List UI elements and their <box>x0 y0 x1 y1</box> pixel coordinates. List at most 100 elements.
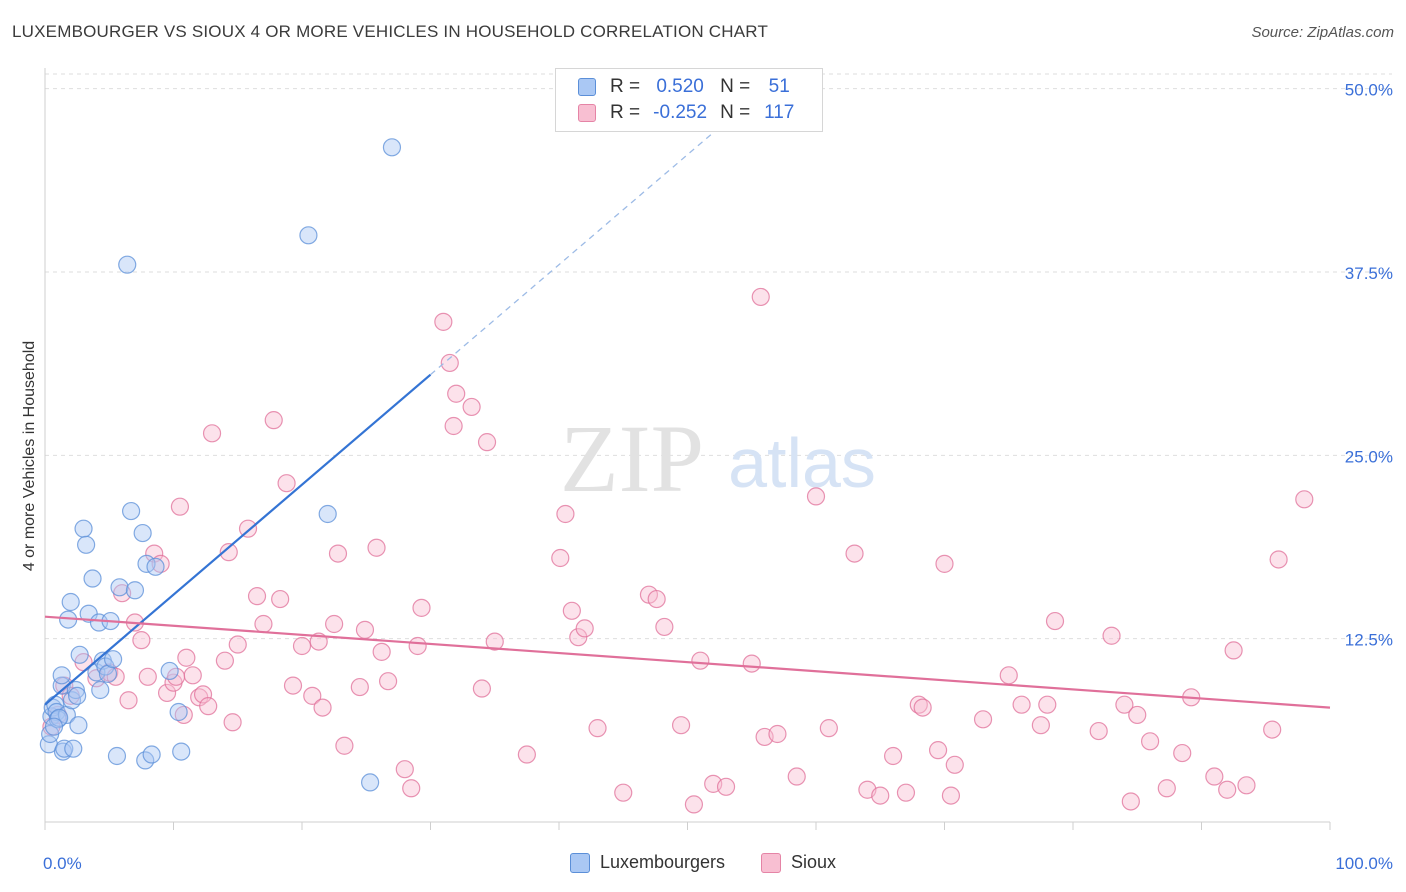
data-point <box>264 411 283 430</box>
data-point <box>440 353 459 373</box>
data-point <box>671 716 691 735</box>
data-point <box>254 614 273 634</box>
data-point <box>412 598 431 617</box>
data-point <box>1102 626 1121 645</box>
data-point <box>121 501 141 521</box>
x-tick-label-left: 0.0% <box>43 854 82 873</box>
data-point <box>215 651 234 670</box>
data-point <box>174 705 193 725</box>
data-point <box>999 666 1018 685</box>
legend-r-value: -0.252 <box>653 102 708 123</box>
data-point <box>871 786 890 805</box>
data-point <box>138 667 157 686</box>
data-point <box>107 746 127 766</box>
y-tick-label: 25.0% <box>1345 447 1393 466</box>
data-point <box>1031 716 1050 735</box>
data-point <box>177 648 196 667</box>
data-point <box>70 645 89 664</box>
trend-line-luxembourgers <box>44 373 432 706</box>
data-point <box>104 650 123 669</box>
data-point <box>402 779 421 798</box>
data-point <box>1205 767 1224 786</box>
data-point <box>74 519 93 538</box>
data-point <box>928 741 948 760</box>
data-point <box>517 745 536 764</box>
data-point <box>444 416 463 436</box>
data-point <box>434 312 453 331</box>
legend-swatch-luxembourgers <box>578 78 596 96</box>
data-point <box>806 487 826 506</box>
data-point <box>318 504 337 524</box>
data-point <box>44 717 64 736</box>
data-point <box>119 691 138 710</box>
legend-r-label: R = <box>610 76 641 97</box>
y-tick-label: 50.0% <box>1345 81 1393 100</box>
data-point <box>50 708 69 727</box>
data-point <box>1012 695 1031 714</box>
data-point <box>283 676 303 695</box>
data-point <box>845 544 864 563</box>
data-point <box>1157 779 1176 798</box>
data-point <box>575 619 594 638</box>
data-point <box>172 742 191 761</box>
data-point <box>89 613 109 632</box>
data-point <box>52 676 71 695</box>
data-point <box>945 755 964 774</box>
data-point <box>271 589 290 609</box>
data-point <box>193 685 213 704</box>
data-point <box>941 786 961 805</box>
series-swatch-sioux <box>761 852 782 873</box>
data-point <box>588 719 607 738</box>
watermark-atlas: atlas <box>728 424 876 502</box>
data-point <box>77 535 96 554</box>
series-legend-luxembourgers[interactable]: Luxembourgers <box>569 852 725 873</box>
series-sioux <box>42 287 1314 814</box>
data-point <box>66 680 85 700</box>
legend-r-value: 0.520 <box>656 76 704 97</box>
chart-title: LUXEMBOURGER VS SIOUX 4 OR MORE VEHICLES… <box>12 22 769 41</box>
correlation-legend: R = 0.520 N = 51 R = -0.252 N = 117 <box>555 68 823 132</box>
data-point <box>1038 695 1057 714</box>
data-point <box>350 677 369 697</box>
data-point <box>247 587 267 606</box>
data-point <box>562 601 581 620</box>
data-point <box>118 255 137 274</box>
data-point <box>325 614 344 634</box>
y-tick-label: 37.5% <box>1345 264 1393 283</box>
data-point <box>1045 611 1065 631</box>
data-point <box>883 746 903 766</box>
data-point <box>355 620 375 639</box>
series-legend-sioux[interactable]: Sioux <box>761 852 836 873</box>
data-point <box>408 636 427 656</box>
watermark-zip: ZIP <box>560 405 704 512</box>
data-point <box>68 686 87 705</box>
trend-line-luxembourgers-extension <box>430 99 753 376</box>
source-credit: Source: ZipAtlas.com <box>1251 24 1394 41</box>
data-point <box>199 697 218 716</box>
data-point <box>313 698 332 717</box>
data-point <box>935 554 954 573</box>
data-point <box>160 661 179 681</box>
data-point <box>87 663 106 682</box>
data-point <box>1173 743 1192 763</box>
data-point <box>83 569 102 588</box>
data-point <box>91 680 110 700</box>
axes <box>44 68 1331 830</box>
data-point <box>1140 732 1160 751</box>
data-point <box>1128 705 1147 725</box>
data-point <box>367 538 386 557</box>
data-point <box>303 686 322 705</box>
data-point <box>125 581 145 600</box>
data-point <box>277 474 296 493</box>
data-point <box>378 672 398 691</box>
legend-n-label: N = <box>720 102 751 123</box>
data-point <box>69 716 88 735</box>
watermark: ZIP atlas <box>560 405 876 512</box>
data-point <box>52 666 71 685</box>
data-point <box>219 543 238 562</box>
data-point <box>551 548 570 568</box>
data-point <box>973 710 993 729</box>
data-point <box>299 226 318 245</box>
data-point <box>238 519 258 538</box>
